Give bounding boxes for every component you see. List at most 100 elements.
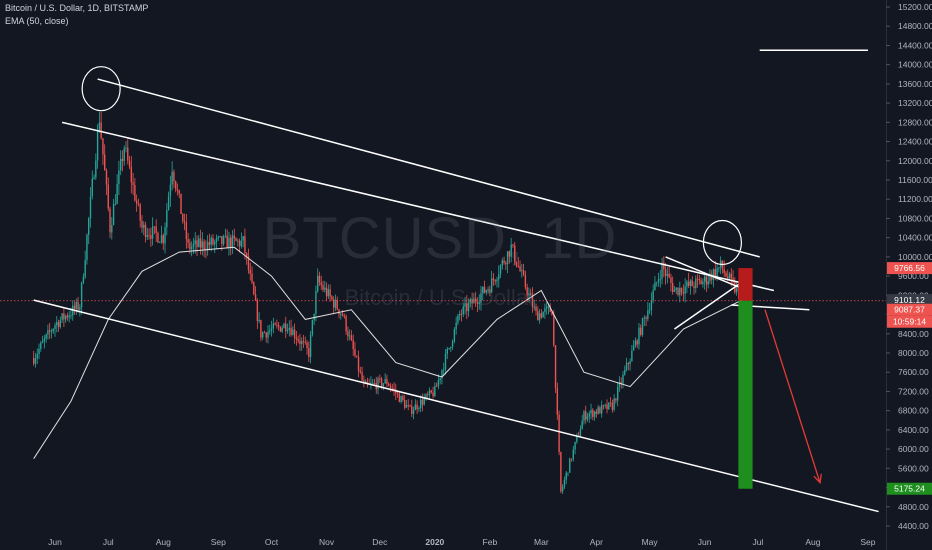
candle-body (485, 290, 488, 293)
candle-body (293, 329, 296, 338)
candle-body (588, 413, 590, 417)
candle-body (114, 203, 117, 205)
candle-body (322, 285, 324, 290)
candle-body (439, 378, 441, 381)
candle-body (620, 382, 622, 384)
candle-body (572, 449, 574, 460)
candle-body (219, 236, 221, 237)
candle-body (400, 396, 402, 403)
candle-body (56, 322, 58, 326)
candle-body (579, 429, 582, 436)
ema-line (33, 246, 743, 459)
candle-body (203, 241, 205, 250)
candle-body (693, 286, 695, 289)
candle-body (402, 396, 404, 401)
candle-body (718, 267, 720, 269)
candle-body (668, 273, 670, 278)
candle-body (263, 332, 266, 334)
candle-body (57, 322, 60, 328)
price-tick-label: 13200.00 (898, 98, 932, 108)
candle-body (269, 330, 271, 332)
price-tick-label: 10400.00 (898, 233, 932, 243)
candle-body (547, 306, 550, 308)
candle-body (192, 243, 195, 247)
candle-body (618, 382, 621, 387)
time-axis[interactable]: Jun Jul Aug Sep Oct Nov Dec 2020 Feb Mar Apr May Jun… (48, 537, 876, 547)
candle-body (427, 394, 429, 396)
candle-body (338, 309, 340, 315)
indicator-title[interactable]: EMA (50, close) (5, 16, 69, 26)
candle-body (377, 378, 379, 390)
time-tick-label: Jun (48, 537, 62, 547)
candle-body (79, 307, 81, 310)
price-tick-label: 6000.00 (898, 444, 929, 454)
candle-body (238, 240, 241, 247)
candle-body (148, 235, 150, 236)
candle-body (624, 369, 626, 375)
price-tick-label: 11200.00 (898, 194, 932, 204)
candle-body (728, 273, 731, 279)
price-tick-label: 11600.00 (898, 175, 932, 185)
candle-body (558, 414, 560, 452)
candle-body (354, 349, 356, 356)
drawing-layer[interactable] (0, 49, 886, 513)
candle-body (702, 281, 704, 285)
candle-body (125, 147, 127, 149)
candle-body (313, 313, 315, 320)
candle-body (132, 182, 134, 185)
candle-body (663, 262, 665, 270)
price-tick-label: 12000.00 (898, 156, 932, 166)
candle-body (151, 226, 154, 239)
time-tick-label: Jul (752, 537, 763, 547)
candle-body (183, 221, 186, 223)
candle-body (386, 379, 388, 384)
candle-body (301, 341, 303, 344)
candle-body (396, 393, 399, 395)
candle-body (320, 282, 322, 286)
highlight-circle (702, 219, 743, 266)
candle-body (93, 177, 95, 179)
candle-body (549, 306, 551, 312)
candle-body (169, 184, 172, 197)
candle-body (324, 287, 326, 290)
candle-body (201, 241, 204, 248)
price-tick-label: 10000.00 (898, 252, 932, 262)
candle-body (735, 288, 738, 293)
candle-body (214, 241, 216, 245)
candle-body (171, 171, 173, 185)
candle-body (315, 291, 317, 314)
candle-body (178, 190, 180, 194)
candle-body (50, 331, 53, 333)
candle-body (285, 323, 287, 332)
candle-body (698, 278, 701, 281)
price-tick-label: 4800.00 (898, 502, 929, 512)
candle-body (467, 303, 470, 312)
candle-body (70, 315, 72, 317)
candle-body (583, 411, 585, 421)
time-tick-label: Jun (698, 537, 712, 547)
candle-body (80, 282, 83, 308)
candle-body (444, 353, 447, 370)
candle-body (112, 204, 115, 226)
candle-body (643, 317, 645, 319)
candle-body (514, 245, 516, 262)
candle-body (538, 313, 541, 321)
candle-body (66, 315, 69, 318)
candle-body (336, 299, 338, 310)
candle-body (391, 387, 393, 389)
candle-body (119, 158, 122, 171)
candle-body (521, 270, 523, 272)
candle-body (175, 181, 177, 190)
candle-body (585, 411, 587, 420)
price-tick-label: 14400.00 (898, 40, 932, 50)
candle-body (160, 235, 163, 243)
candle-body (40, 342, 42, 349)
candle-body (247, 256, 250, 270)
price-tick-label: 14000.00 (898, 60, 932, 70)
candle-body (182, 213, 184, 222)
candle-body (246, 252, 248, 257)
candle-body (567, 472, 569, 474)
symbol-title[interactable]: Bitcoin / U.S. Dollar, 1D, BITSTAMP (5, 3, 149, 13)
candle-body (412, 410, 415, 414)
